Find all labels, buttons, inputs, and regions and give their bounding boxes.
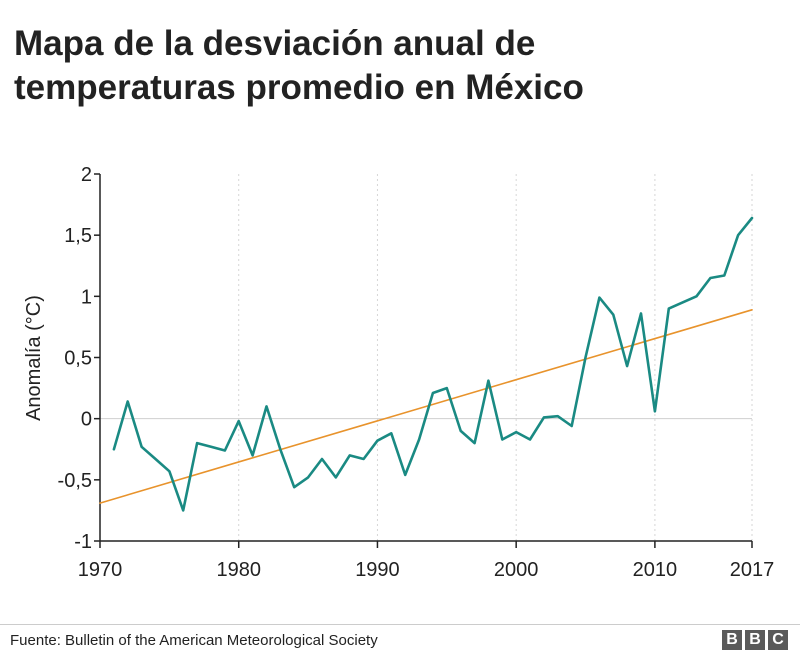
- bbc-logo-letter-1: B: [722, 630, 742, 650]
- y-tick-label-1: 1: [81, 286, 92, 308]
- footer-divider: [0, 624, 800, 625]
- y-axis-label: Anomalía (°C): [23, 295, 45, 421]
- x-tick-label-2010: 2010: [633, 559, 678, 581]
- chart-title-line-1: Mapa de la desviación anual de: [14, 24, 536, 63]
- series-layer: [99, 216, 754, 512]
- bbc-logo-letter-3: C: [768, 630, 788, 650]
- y-tick-label-2: 2: [81, 164, 92, 186]
- x-tick-label-2017: 2017: [730, 559, 775, 581]
- anomaly-series-line: [112, 216, 754, 512]
- axes-layer: [94, 173, 753, 548]
- x-tick-label-1990: 1990: [355, 559, 400, 581]
- chart-title-line-2: temperaturas promedio en México: [14, 68, 584, 107]
- y-tick-label-0: 0: [81, 409, 92, 431]
- bbc-logo: B B C: [722, 630, 788, 650]
- trend-series-line: [99, 308, 753, 504]
- grid-layer: [100, 174, 753, 541]
- y-tick-label--1: -1: [74, 531, 92, 553]
- x-tick-label-1970: 1970: [78, 559, 123, 581]
- bbc-logo-letter-2: B: [745, 630, 765, 650]
- y-tick-label--0.5: -0,5: [58, 470, 92, 492]
- chart-title: Mapa de la desviación anual de temperatu…: [14, 22, 774, 110]
- y-tick-label-0.5: 0,5: [64, 348, 92, 370]
- x-tick-label-2000: 2000: [494, 559, 539, 581]
- labels-layer: -1 -0,5 0 0,5 1 1,5 2 1970 1980 1990 2000 2010 2017: [58, 164, 775, 581]
- y-tick-label-1.5: 1,5: [64, 225, 92, 247]
- x-tick-label-1980: 1980: [216, 559, 261, 581]
- source-note: Fuente: Bulletin of the American Meteoro…: [10, 632, 378, 649]
